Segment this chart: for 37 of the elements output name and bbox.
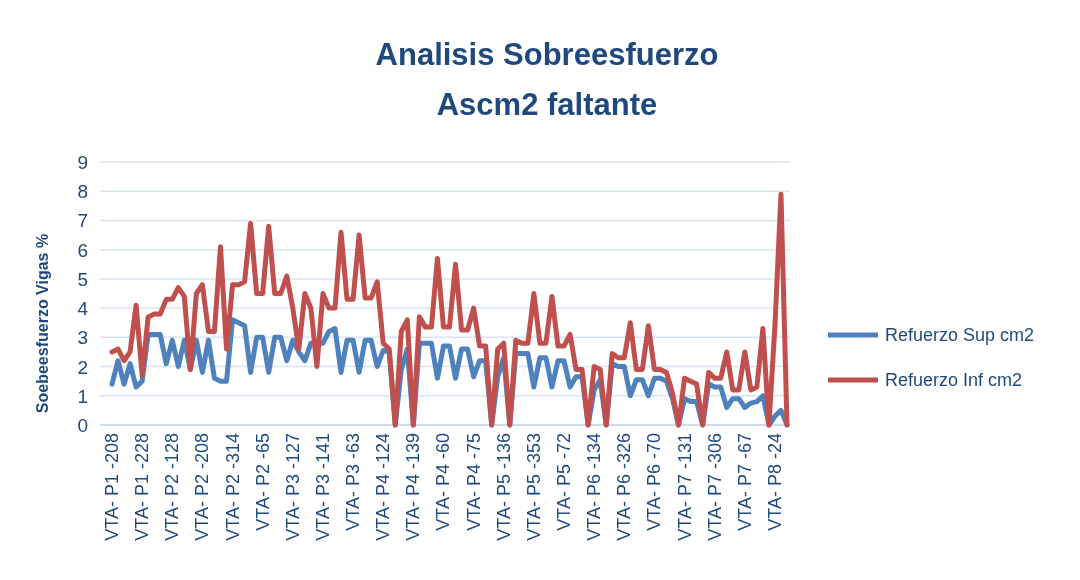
y-tick-label: 1 <box>77 385 88 407</box>
y-tick-label: 9 <box>77 152 88 173</box>
x-tick-label: VTA- P2 -65 <box>252 433 273 531</box>
legend-label: Refuerzo Inf cm2 <box>885 370 1023 390</box>
x-tick-label: VTA- P7 -306 <box>704 433 725 541</box>
chart-title: Analisis Sobreesfuerzo Ascm2 faltante <box>375 37 719 122</box>
x-tick-label: VTA- P6 -70 <box>644 433 665 531</box>
x-tick-label: VTA- P7 -131 <box>674 433 695 541</box>
x-tick-label: VTA- P3 -63 <box>343 433 364 531</box>
y-tick-label: 8 <box>77 181 88 203</box>
x-tick-label: VTA- P3 -141 <box>312 433 333 541</box>
legend-label: Refuerzo Sup cm2 <box>885 325 1035 345</box>
y-tick-label: 2 <box>77 356 88 378</box>
x-tick-label: VTA- P7 -67 <box>734 433 755 531</box>
x-tick-label: VTA- P5 -136 <box>493 433 514 541</box>
x-tick-label: VTA- P1 -208 <box>102 433 122 541</box>
x-tick-label: VTA- P5 -72 <box>554 433 575 531</box>
x-tick-label: VTA- P6 -134 <box>584 433 605 541</box>
y-axis-title: Soebeesfuerzo Vigas % <box>34 233 51 414</box>
x-tick-label: VTA- P4 -60 <box>433 433 454 531</box>
x-tick-label: VTA- P5 -353 <box>523 433 544 541</box>
x-tick-label: VTA- P8 -24 <box>764 433 785 531</box>
y-tick-label: 3 <box>77 327 88 349</box>
x-tick-label: VTA- P1 -228 <box>132 433 153 541</box>
y-tick-label: 4 <box>77 298 89 320</box>
x-tick-label: VTA- P4 -75 <box>463 433 484 531</box>
x-tick-label: VTA- P2 -128 <box>162 433 183 541</box>
x-tick-label: VTA- P6 -326 <box>614 433 635 541</box>
x-tick-label: VTA- P2 -208 <box>192 433 213 541</box>
x-tick-label: VTA- P2 -314 <box>222 433 243 541</box>
y-tick-label: 6 <box>77 239 88 261</box>
y-tick-label: 7 <box>77 210 88 232</box>
x-tick-label: VTA- P4 -139 <box>403 433 424 541</box>
x-tick-label: VTA- P4 -124 <box>373 433 394 541</box>
y-tick-label: 0 <box>77 415 88 436</box>
y-tick-label: 5 <box>77 268 88 290</box>
x-tick-label: VTA- P3 -127 <box>282 433 303 541</box>
